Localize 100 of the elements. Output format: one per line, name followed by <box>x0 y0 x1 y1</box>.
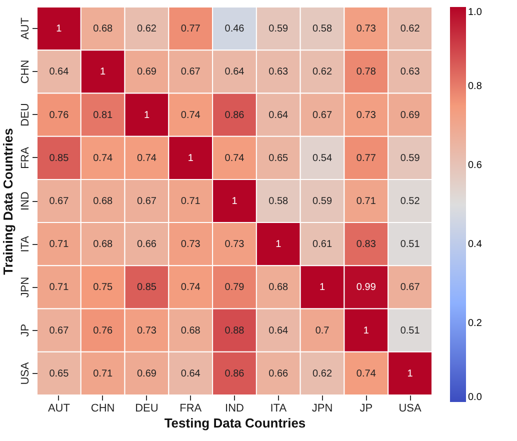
color-bar-label: 0.6 <box>468 160 482 171</box>
data-label: 0.85 <box>136 282 157 294</box>
data-label: 0.73 <box>356 24 376 35</box>
data-label: 0.67 <box>312 110 332 121</box>
data-label: 0.62 <box>400 24 420 35</box>
color-bar-label: 0.2 <box>468 318 482 329</box>
data-label: 0.62 <box>312 66 332 78</box>
y-tick-label: DEU <box>20 103 32 126</box>
data-label: 1 <box>407 368 414 380</box>
data-label: 0.62 <box>136 24 157 35</box>
data-label: 0.64 <box>49 66 70 78</box>
data-label: 0.73 <box>136 325 157 336</box>
y-tick-label: AUT <box>20 17 32 40</box>
data-label: 0.62 <box>312 368 332 380</box>
data-label: 1 <box>144 110 150 121</box>
data-label: 0.71 <box>49 282 70 294</box>
data-label: 0.51 <box>400 325 420 336</box>
data-label: 0.83 <box>356 239 376 250</box>
data-label: 0.68 <box>268 282 289 294</box>
data-label: 0.74 <box>180 282 201 294</box>
x-tick-label: IND <box>225 402 244 414</box>
data-label: 0.59 <box>268 24 289 35</box>
y-tick-label: IND <box>20 191 32 210</box>
data-label: 0.74 <box>224 152 245 164</box>
y-axis-title: Training Data Countries <box>0 128 16 275</box>
data-label: 0.71 <box>49 239 70 250</box>
data-label: 0.85 <box>49 152 70 164</box>
data-label: 0.68 <box>93 196 113 207</box>
data-label: 0.76 <box>93 325 113 336</box>
data-label: 0.73 <box>224 239 245 250</box>
x-tick-label: ITA <box>270 402 288 414</box>
data-label: 0.74 <box>356 368 376 380</box>
data-label: 0.46 <box>224 24 245 35</box>
data-label: 0.59 <box>400 152 420 164</box>
color-bar-label: 0.0 <box>468 392 482 403</box>
y-tick-label: USA <box>20 361 32 385</box>
data-label: 0.73 <box>180 239 201 250</box>
y-tick-label: JPN <box>20 276 32 298</box>
data-label: 0.67 <box>400 282 420 294</box>
color-bar-label: 0.4 <box>468 239 482 250</box>
data-label: 0.68 <box>93 24 113 35</box>
data-label: 0.59 <box>312 196 332 207</box>
data-label: 0.67 <box>136 196 157 207</box>
data-label: 0.74 <box>136 152 157 164</box>
y-tick-label: ITA <box>20 235 32 252</box>
data-label: 0.64 <box>224 66 245 78</box>
data-label: 0.77 <box>180 24 201 35</box>
data-label: 0.65 <box>49 368 70 380</box>
data-label: 0.86 <box>224 368 245 380</box>
data-label: 0.74 <box>93 152 113 164</box>
data-label: 1 <box>363 325 370 336</box>
data-label: 0.81 <box>93 110 113 121</box>
data-label: 0.73 <box>356 110 376 121</box>
x-tick-label: CHN <box>90 402 115 414</box>
data-label: 0.52 <box>400 196 420 207</box>
x-tick-label: JP <box>360 402 373 414</box>
data-label: 0.66 <box>136 239 157 250</box>
y-tick-label: FRA <box>20 146 32 169</box>
data-label: 0.78 <box>356 66 376 78</box>
y-tick-label: CHN <box>20 60 32 84</box>
x-tick-label: FRA <box>180 402 202 414</box>
data-label: 0.69 <box>400 110 420 121</box>
data-label: 0.71 <box>180 196 201 207</box>
data-label: 0.58 <box>268 196 289 207</box>
x-tick-label: JPN <box>312 402 333 414</box>
data-label: 1 <box>319 282 326 294</box>
x-tick-label: USA <box>398 402 422 414</box>
data-label: 1 <box>232 196 238 207</box>
data-label: 0.64 <box>268 110 289 121</box>
data-label: 0.61 <box>312 239 332 250</box>
data-label: 0.68 <box>93 239 113 250</box>
x-tick-label: DEU <box>135 402 158 414</box>
data-label: 0.64 <box>268 325 289 336</box>
data-label: 0.67 <box>49 196 70 207</box>
y-tick-label: JP <box>20 324 32 337</box>
data-label: 0.99 <box>356 282 376 294</box>
data-label: 0.79 <box>224 282 245 294</box>
x-axis-title: Testing Data Countries <box>164 416 306 430</box>
color-bar-label: 0.8 <box>468 81 482 92</box>
data-label: 0.7 <box>315 325 330 336</box>
data-label: 0.66 <box>268 368 289 380</box>
data-label: 1 <box>100 66 106 78</box>
data-label: 0.63 <box>268 66 289 78</box>
data-label: 0.63 <box>400 66 420 78</box>
data-label: 0.86 <box>224 110 245 121</box>
data-label: 0.68 <box>180 325 201 336</box>
data-label: 0.54 <box>312 152 332 164</box>
data-label: 1 <box>276 239 282 250</box>
data-label: 0.67 <box>180 66 201 78</box>
data-label: 0.71 <box>93 368 113 380</box>
data-label: 0.69 <box>136 66 157 78</box>
data-label: 0.51 <box>400 239 420 250</box>
data-label: 0.71 <box>356 196 376 207</box>
data-label: 0.65 <box>268 152 289 164</box>
data-label: 0.69 <box>136 368 157 380</box>
data-label: 0.64 <box>180 368 201 380</box>
data-label: 0.76 <box>49 110 70 121</box>
data-label: 0.88 <box>224 325 245 336</box>
data-label: 1 <box>188 152 194 164</box>
data-label: 0.77 <box>356 152 376 164</box>
